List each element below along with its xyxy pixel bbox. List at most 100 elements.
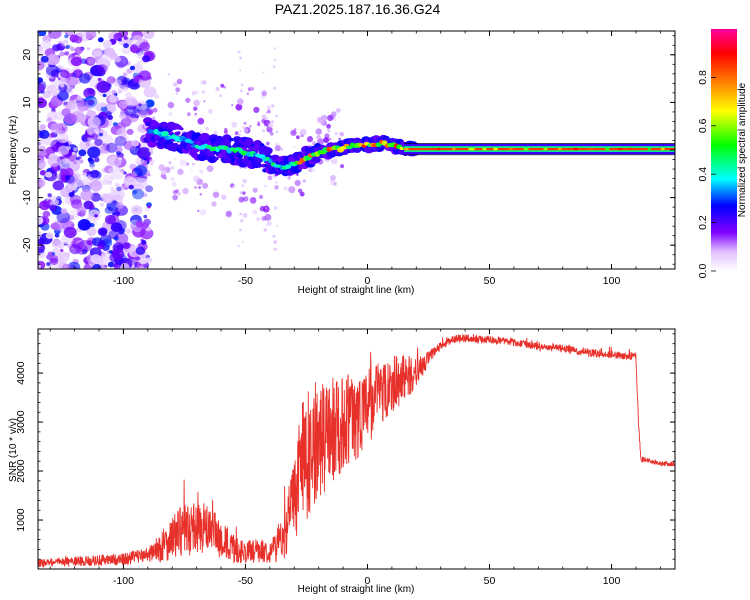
colorbar-label: Normalized spectral amplitude <box>737 82 748 217</box>
noise-blob <box>54 233 60 238</box>
noise-blob <box>38 149 48 158</box>
ridge-blob <box>188 140 194 144</box>
noise-blob <box>84 93 90 98</box>
noise-blob <box>47 251 53 256</box>
noise-blob <box>149 159 155 165</box>
x-tick-label: 0 <box>365 275 371 287</box>
noise-blob <box>296 135 300 140</box>
noise-blob <box>108 155 122 168</box>
noise-blob <box>231 104 234 107</box>
noise-blob <box>297 188 303 194</box>
noise-blob <box>96 80 111 93</box>
noise-blob <box>208 108 213 114</box>
noise-blob <box>275 130 279 134</box>
noise-blob <box>247 87 252 92</box>
noise-blob <box>86 47 91 51</box>
noise-blob <box>65 175 70 180</box>
noise-blob <box>172 181 177 187</box>
noise-blob <box>81 249 88 255</box>
noise-blob <box>118 113 126 120</box>
noise-blob <box>274 206 278 210</box>
noise-blob <box>44 171 53 178</box>
noise-blob <box>211 201 217 207</box>
noise-blob <box>261 216 267 222</box>
noise-blob <box>39 200 51 211</box>
noise-blob <box>135 246 146 255</box>
noise-blob <box>106 76 116 84</box>
noise-blob <box>240 219 244 223</box>
noise-blob <box>49 204 58 212</box>
noise-blob <box>122 72 128 77</box>
noise-blob <box>306 136 313 143</box>
noise-blob <box>46 262 51 266</box>
noise-blob <box>163 176 168 180</box>
noise-blob <box>275 114 278 118</box>
noise-blob <box>273 47 276 50</box>
noise-blob <box>76 95 83 101</box>
noise-blob <box>239 69 242 72</box>
noise-blob <box>105 142 118 153</box>
y-tick-label: -10 <box>21 190 33 205</box>
noise-blob <box>59 51 65 57</box>
noise-blob <box>122 242 131 250</box>
noise-blob <box>69 244 81 255</box>
noise-blob <box>242 212 248 218</box>
noise-blob <box>194 113 197 117</box>
noise-blob <box>56 196 62 201</box>
noise-blob <box>42 210 51 218</box>
noise-blob <box>125 136 129 140</box>
noise-blob <box>65 44 71 49</box>
snr-series-line <box>38 333 675 569</box>
noise-blob <box>138 109 148 118</box>
ridge-blob <box>199 132 210 141</box>
noise-blob <box>134 165 148 176</box>
noise-blob <box>259 195 263 199</box>
noise-blob <box>272 234 276 238</box>
noise-blob <box>56 43 66 51</box>
ridge-blob <box>647 147 651 151</box>
noise-blob <box>48 31 62 39</box>
noise-blob <box>238 196 245 203</box>
noise-blob <box>78 159 84 164</box>
noise-blob <box>106 104 117 113</box>
noise-blob <box>38 264 42 269</box>
noise-blob <box>87 146 101 159</box>
ridge-blob <box>437 147 441 151</box>
noise-blob <box>203 100 206 103</box>
noise-blob <box>50 122 63 134</box>
noise-blob <box>246 92 250 96</box>
ridge-blob <box>617 147 624 151</box>
noise-blob <box>147 205 151 209</box>
noise-blob <box>100 106 108 113</box>
noise-blob <box>90 133 99 140</box>
noise-blob <box>40 55 49 63</box>
noise-blob <box>98 240 106 247</box>
ridge-blob <box>228 137 234 142</box>
noise-blob <box>263 228 268 232</box>
snr-frame <box>37 328 676 570</box>
noise-blob <box>168 161 172 165</box>
noise-blob <box>113 79 122 87</box>
noise-blob <box>173 82 178 87</box>
noise-blob <box>39 124 47 130</box>
noise-blob <box>239 56 243 60</box>
noise-blob <box>70 56 83 67</box>
ridge-blob <box>627 147 634 151</box>
noise-blob <box>145 185 154 193</box>
noise-blob <box>102 93 107 98</box>
noise-blob <box>110 222 123 233</box>
noise-blob <box>268 122 274 128</box>
noise-blob <box>191 90 197 96</box>
noise-blob <box>38 98 47 109</box>
noise-blob <box>82 137 88 143</box>
noise-blob <box>266 126 273 133</box>
y-tick-label: 1000 <box>15 508 27 532</box>
noise-blob <box>51 108 55 112</box>
ridge-blob <box>176 131 181 135</box>
noise-blob <box>266 105 271 110</box>
x-tick-label: 50 <box>484 275 496 287</box>
noise-blob <box>101 60 110 69</box>
noise-blob <box>334 118 337 122</box>
